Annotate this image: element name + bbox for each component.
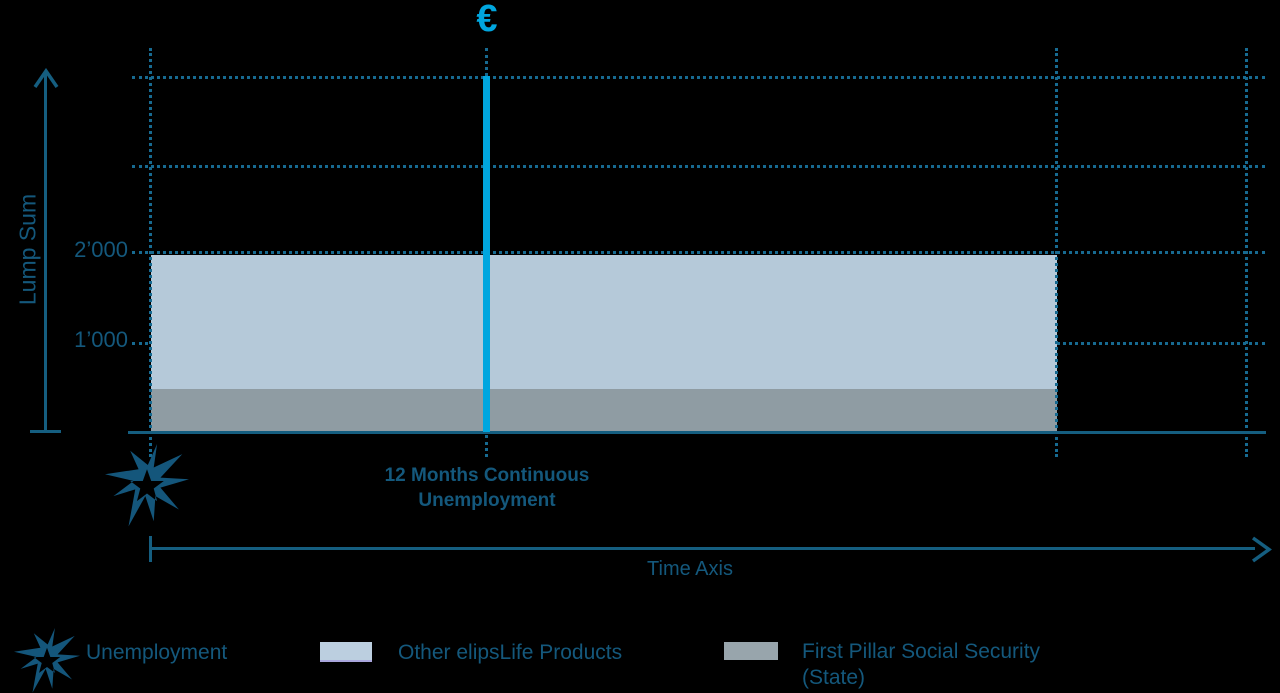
x-baseline bbox=[128, 431, 1266, 434]
gridline-3000 bbox=[132, 165, 1265, 168]
payout-bar bbox=[483, 76, 490, 432]
vguide-unemployment-event bbox=[149, 48, 152, 457]
y-tick-2000: 2’000 bbox=[74, 237, 128, 262]
time-axis-line bbox=[149, 547, 1255, 550]
y-axis-line bbox=[44, 74, 47, 432]
time-axis-label: Time Axis bbox=[647, 558, 733, 580]
legend-starburst-icon bbox=[14, 628, 80, 693]
y-axis-arrowhead-icon bbox=[33, 68, 59, 88]
time-axis-arrowhead-icon bbox=[1251, 536, 1272, 563]
legend-label-first-pillar-line1: First Pillar Social Security bbox=[802, 640, 1041, 663]
band-other-elipslife-products bbox=[151, 255, 1057, 389]
legend-label-unemployment: Unemployment bbox=[86, 641, 228, 664]
band-first-pillar-social-security bbox=[151, 389, 1057, 431]
legend-label-first-pillar-line2: (State) bbox=[802, 666, 866, 689]
payout-guide-top bbox=[485, 48, 488, 76]
vguide-right bbox=[1245, 48, 1248, 457]
vguide-coverage-end bbox=[1055, 48, 1058, 457]
gridline-2000 bbox=[132, 251, 1265, 254]
euro-icon: € bbox=[476, 0, 498, 40]
legend-label-other-products: Other elipsLife Products bbox=[398, 641, 623, 664]
event-label-line1: 12 Months Continuous bbox=[384, 465, 590, 486]
unemployment-starburst-icon bbox=[105, 444, 189, 527]
y-axis-base-tick bbox=[30, 430, 61, 433]
event-label-line2: Unemployment bbox=[418, 490, 556, 511]
legend-swatch-other-products bbox=[320, 642, 372, 662]
gridline-4000 bbox=[132, 76, 1265, 79]
payout-guide-bottom bbox=[485, 435, 488, 457]
y-axis-label: Lump Sum bbox=[14, 193, 41, 306]
legend-swatch-first-pillar bbox=[724, 642, 778, 660]
y-tick-1000: 1’000 bbox=[74, 327, 128, 352]
event-label: 12 Months Continuous Unemployment bbox=[337, 463, 637, 513]
